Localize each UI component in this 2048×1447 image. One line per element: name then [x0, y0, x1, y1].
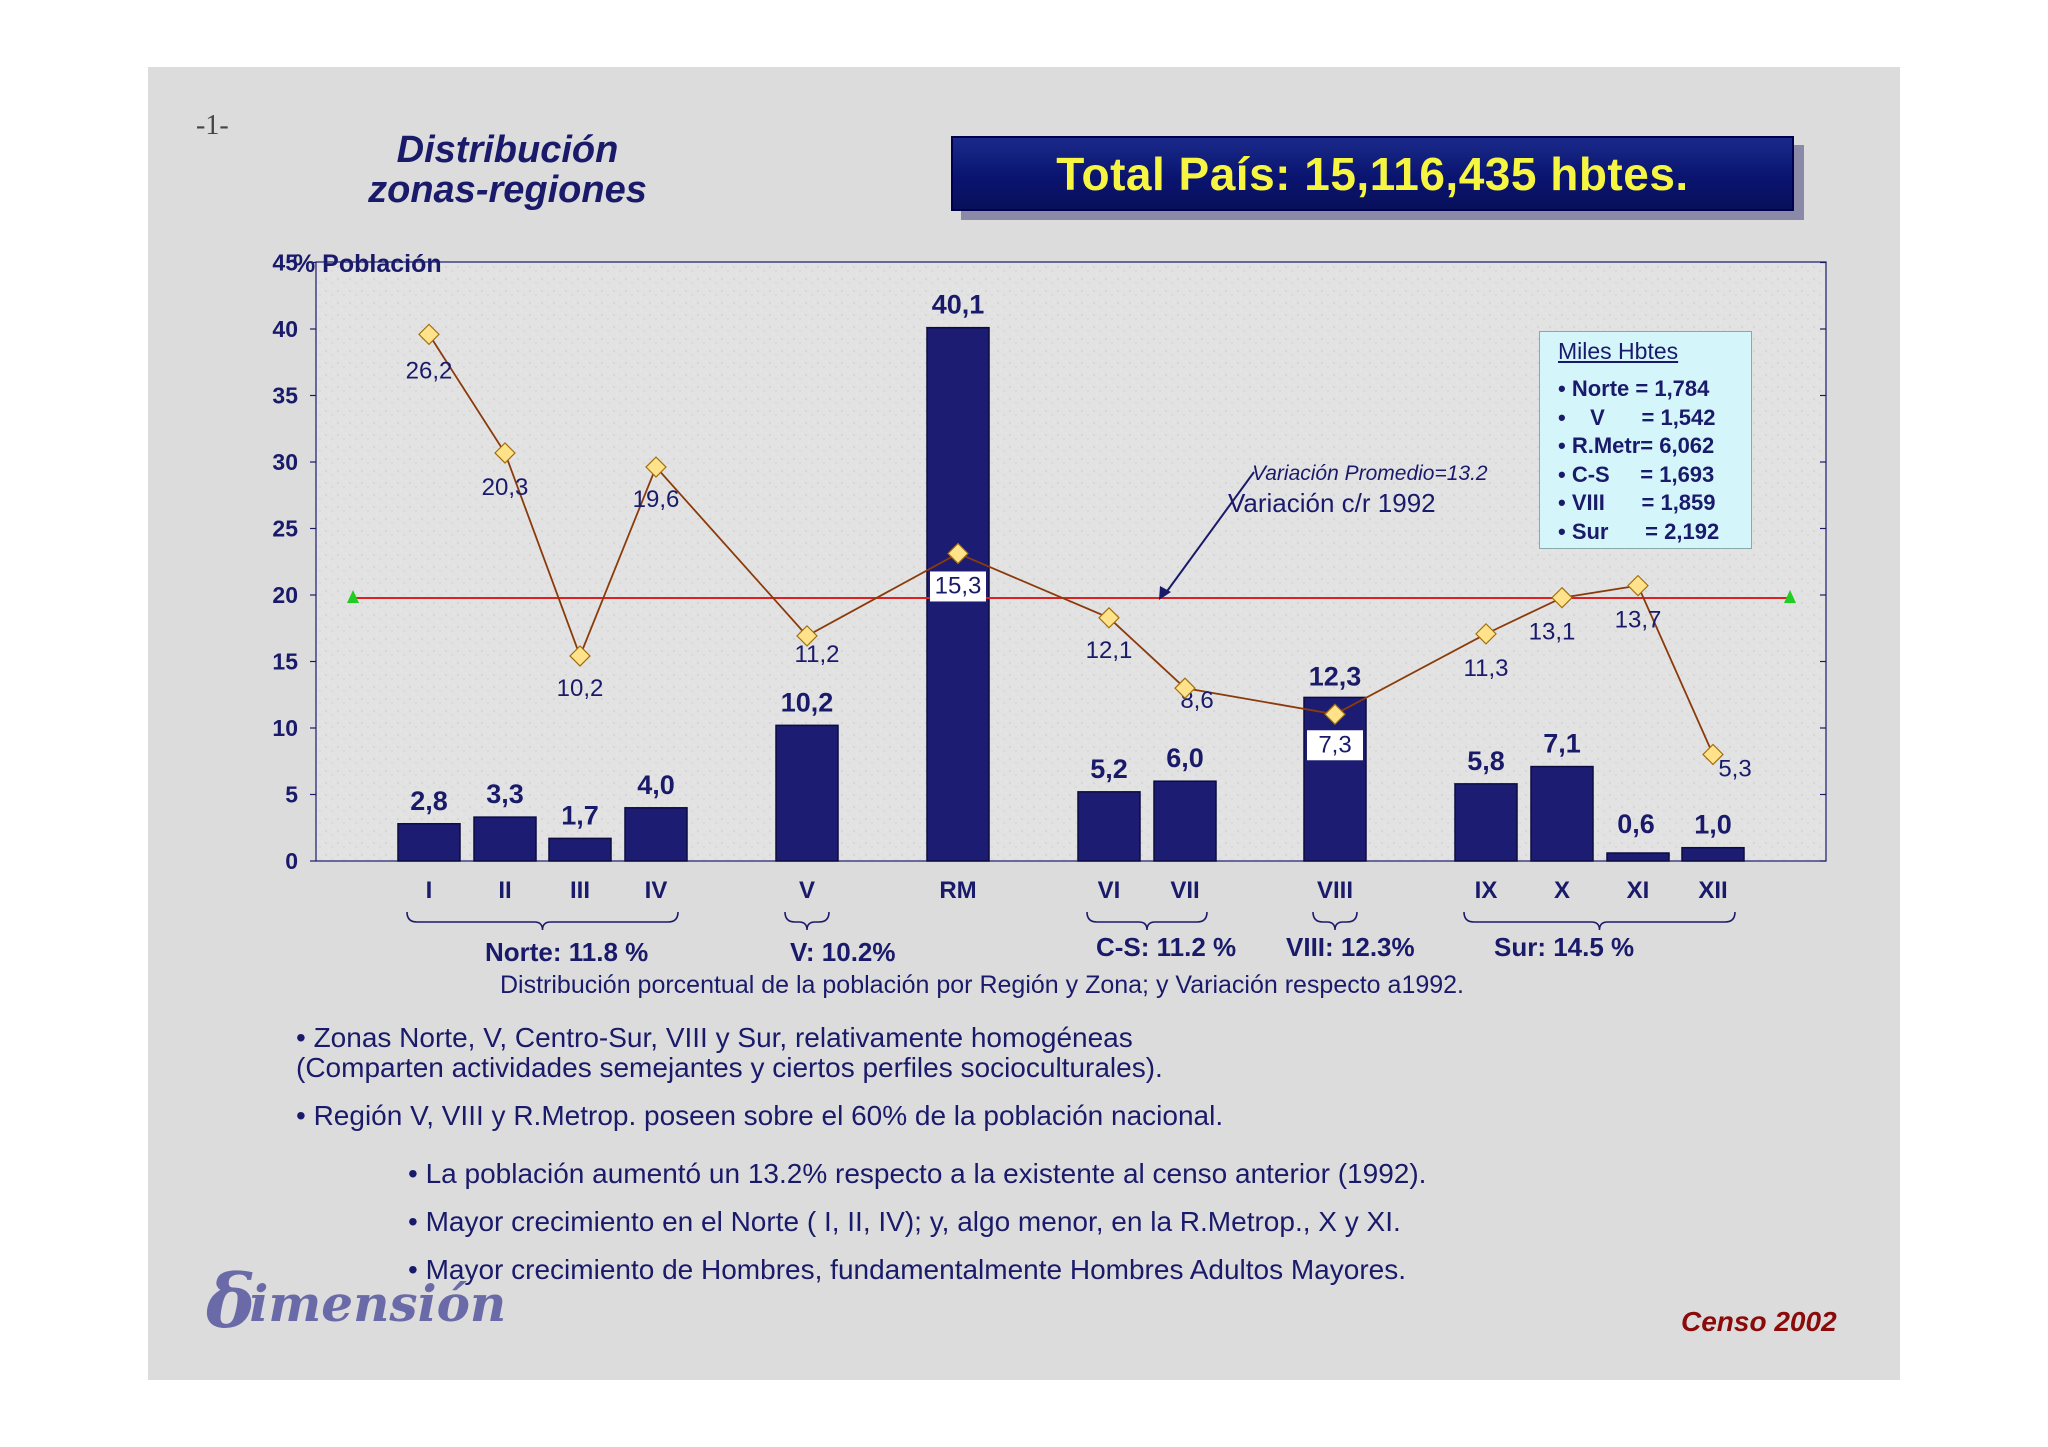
bullet-main-1-cont: (Comparten actividades semejantes y cier…	[296, 1052, 1163, 1083]
dimension-logo: δimensión	[206, 1253, 507, 1345]
page-title-line1: Distribución	[396, 129, 619, 171]
bullet-sub-2: • Mayor crecimiento en el Norte ( I, II,…	[408, 1206, 1401, 1237]
total-banner: Total País: 15,116,435 hbtes.	[951, 136, 1794, 211]
legend-box: Miles Hbtes • Norte = 1,784 • V = 1,542 …	[1539, 331, 1752, 549]
bullet-sub-3: • Mayor crecimiento de Hombres, fundamen…	[408, 1254, 1407, 1285]
bullet-sub-1: • La población aumentó un 13.2% respecto…	[408, 1158, 1427, 1189]
legend-item: • C-S = 1,693	[1558, 461, 1715, 487]
bullet-main-1: • Zonas Norte, V, Centro-Sur, VIII y Sur…	[296, 1022, 1133, 1053]
legend-item: • Norte = 1,784	[1558, 376, 1710, 401]
zone-label-sur: Sur: 14.5 %	[1494, 932, 1635, 962]
zone-label-v: V: 10.2%	[790, 937, 896, 967]
legend-item: • VIII = 1,859	[1558, 490, 1716, 515]
footer-censo: Censo 2002	[1681, 1306, 1837, 1337]
zone-label-cs: C-S: 11.2 %	[1096, 932, 1237, 962]
logo-text: imensión	[249, 1274, 507, 1333]
legend-item: • R.Metr= 6,062	[1558, 433, 1715, 458]
chart-caption: Distribución porcentual de la población …	[500, 971, 1465, 999]
average-line-label: Variación Promedio=13.2	[1252, 462, 1488, 485]
legend-item: • V = 1,542	[1558, 404, 1716, 430]
variation-series-label: Variación c/r 1992	[1228, 488, 1436, 518]
page-number: -1-	[196, 110, 229, 141]
zone-label-norte: Norte: 11.8 %	[485, 937, 649, 967]
zone-label-viii: VIII: 12.3%	[1286, 932, 1415, 962]
logo-initial: δ	[206, 1259, 256, 1345]
legend-item: • Sur = 2,192	[1558, 518, 1720, 544]
page-title-line2: zonas-regiones	[368, 169, 647, 211]
legend-title: Miles Hbtes	[1558, 338, 1679, 364]
bullet-main-2: • Región V, VIII y R.Metrop. poseen sobr…	[296, 1100, 1224, 1131]
page-title: Distribución zonas-regiones	[320, 130, 695, 210]
